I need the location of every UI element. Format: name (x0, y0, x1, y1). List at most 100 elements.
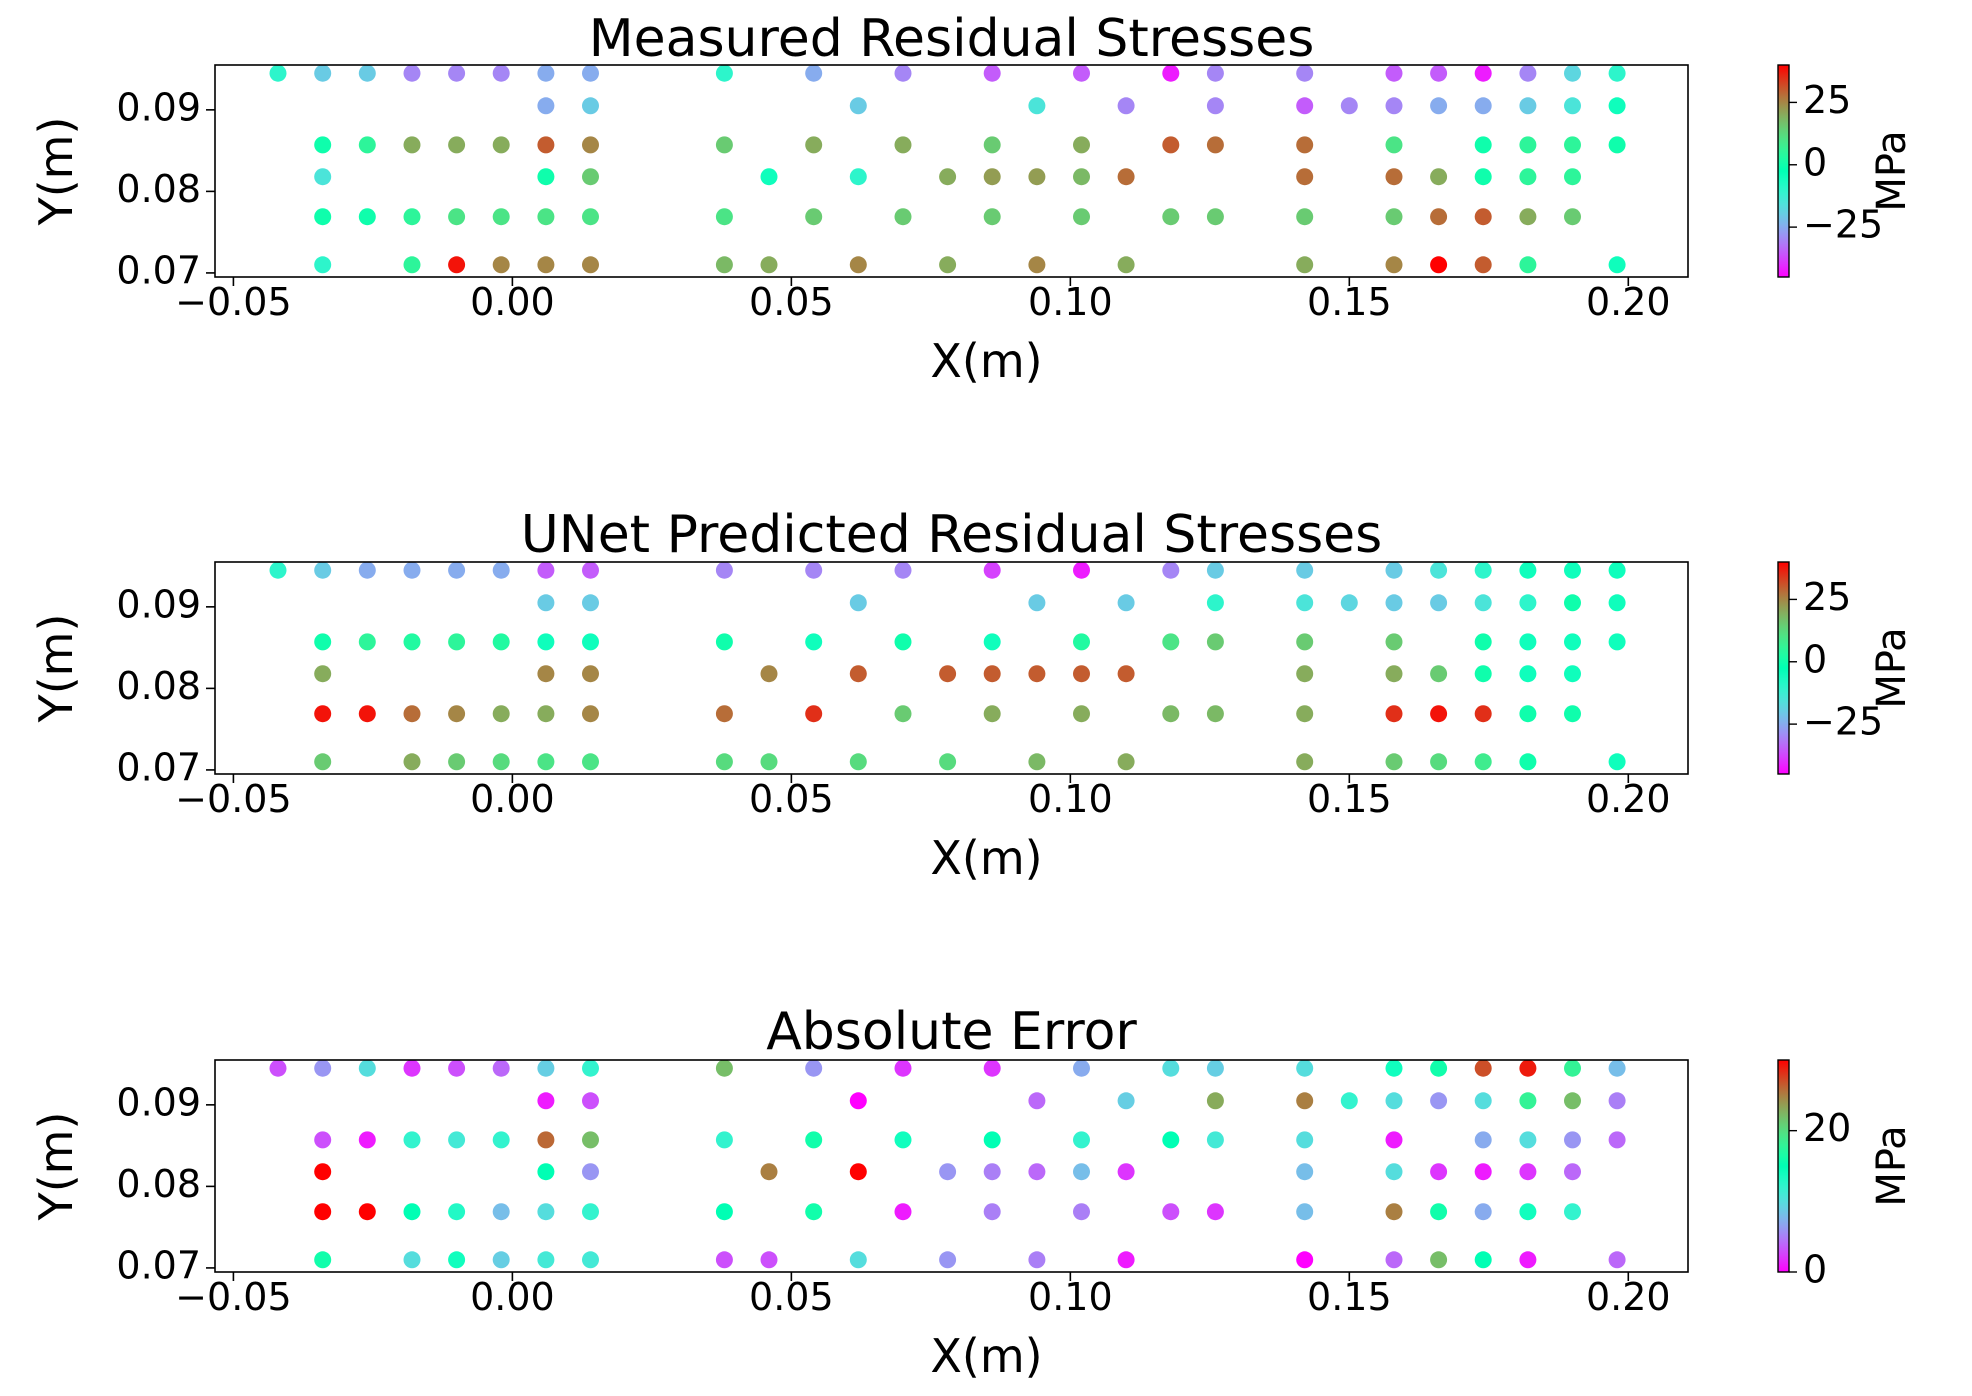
data-point (894, 633, 912, 651)
data-point (1430, 705, 1448, 723)
data-point (1162, 633, 1180, 651)
data-point (1474, 633, 1492, 651)
data-point (269, 1059, 287, 1077)
data-point (1474, 665, 1492, 683)
data-point (1519, 633, 1537, 651)
chart-title: Measured Residual Stresses (589, 9, 1315, 69)
data-point (492, 256, 510, 274)
data-point (983, 705, 1001, 723)
y-axis-label: Y(m) (29, 1112, 83, 1222)
data-point (1206, 136, 1224, 154)
colorbar-tick-label: 25 (1803, 575, 1851, 619)
data-point (1296, 1092, 1314, 1110)
data-point (849, 97, 867, 115)
data-point (537, 1163, 555, 1181)
data-point (314, 1203, 332, 1221)
data-point (314, 64, 332, 82)
data-point (1430, 1203, 1448, 1221)
data-point (939, 1251, 957, 1269)
data-point (1206, 64, 1224, 82)
data-point (1117, 168, 1135, 186)
data-point (849, 753, 867, 771)
data-point (448, 208, 466, 226)
data-point (1206, 1092, 1224, 1110)
data-point (1564, 1163, 1581, 1181)
colorbar-label: MPa (1869, 1125, 1915, 1206)
data-point (358, 1203, 376, 1221)
data-point (1519, 1059, 1537, 1077)
plot-area-frame (214, 64, 1689, 278)
data-point (1385, 705, 1403, 723)
data-point (448, 1203, 466, 1221)
data-point (314, 753, 332, 771)
data-point (1296, 64, 1314, 82)
data-point (358, 1059, 376, 1077)
data-point (448, 136, 466, 154)
data-point (403, 1251, 421, 1269)
data-point (1564, 1059, 1581, 1077)
data-point (1519, 594, 1537, 612)
data-point (1028, 168, 1046, 186)
data-point (1117, 594, 1135, 612)
data-point (849, 168, 867, 186)
data-point (1073, 208, 1090, 226)
data-point (1296, 1163, 1314, 1181)
data-point (448, 1059, 466, 1077)
data-point (1073, 1203, 1090, 1221)
data-point (1474, 1059, 1492, 1077)
data-point (1608, 1131, 1626, 1149)
data-point (1519, 753, 1537, 771)
data-point (983, 1059, 1001, 1077)
data-point (1296, 1059, 1314, 1077)
data-point (939, 168, 957, 186)
data-point (1430, 594, 1448, 612)
data-point (1430, 561, 1448, 579)
data-point (537, 208, 555, 226)
data-point (1340, 97, 1358, 115)
x-tick-label: 0.15 (1307, 1275, 1392, 1319)
y-tick-label: 0.08 (116, 1162, 201, 1206)
x-tick-label: 0.10 (1028, 1275, 1113, 1319)
data-point (1296, 168, 1314, 186)
data-point (1028, 1251, 1046, 1269)
data-point (1564, 97, 1581, 115)
data-point (582, 753, 599, 771)
data-point (1073, 665, 1090, 683)
data-point (492, 1059, 510, 1077)
data-point (1519, 256, 1537, 274)
y-tick-label: 0.07 (116, 745, 201, 789)
data-point (537, 1092, 555, 1110)
data-point (403, 1203, 421, 1221)
data-point (849, 665, 867, 683)
y-tick-label: 0.08 (116, 167, 201, 211)
data-point (1474, 136, 1492, 154)
data-point (537, 561, 555, 579)
data-point (537, 136, 555, 154)
data-point (1206, 1131, 1224, 1149)
data-point (1519, 561, 1537, 579)
data-point (894, 208, 912, 226)
x-tick-label: 0.00 (470, 280, 555, 324)
data-point (1162, 705, 1180, 723)
data-point (1564, 64, 1581, 82)
data-point (492, 1251, 510, 1269)
data-point (1073, 1059, 1090, 1077)
x-tick-label: −0.05 (175, 1275, 291, 1319)
data-point (1564, 136, 1581, 154)
data-point (358, 561, 376, 579)
data-point (1117, 256, 1135, 274)
data-point (582, 561, 599, 579)
data-point (1385, 665, 1403, 683)
data-point (448, 64, 466, 82)
data-point (1564, 208, 1581, 226)
colorbar-tick-label: −25 (1803, 700, 1883, 744)
data-point (269, 561, 287, 579)
colorbar (1777, 561, 1790, 775)
y-tick-label: 0.07 (116, 1243, 201, 1287)
data-point (1206, 1203, 1224, 1221)
data-point (1296, 665, 1314, 683)
data-point (314, 168, 332, 186)
data-point (1296, 1131, 1314, 1149)
data-point (492, 705, 510, 723)
